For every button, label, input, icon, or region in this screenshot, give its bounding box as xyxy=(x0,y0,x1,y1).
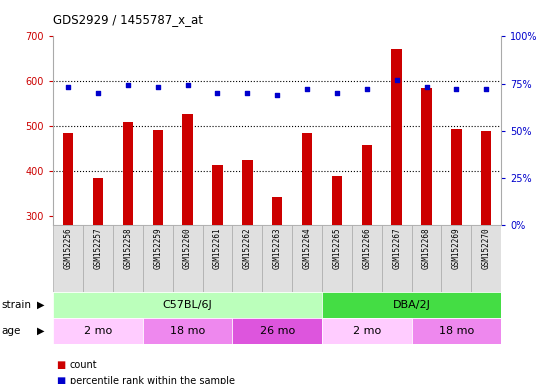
Point xyxy=(452,86,461,92)
Text: GSM152267: GSM152267 xyxy=(392,227,401,269)
Text: GSM152259: GSM152259 xyxy=(153,227,162,269)
Text: strain: strain xyxy=(1,300,31,310)
Text: ▶: ▶ xyxy=(36,326,44,336)
Text: 2 mo: 2 mo xyxy=(353,326,381,336)
Text: 2 mo: 2 mo xyxy=(84,326,112,336)
Bar xyxy=(123,122,133,225)
Bar xyxy=(242,160,253,225)
Bar xyxy=(63,133,73,225)
Text: 18 mo: 18 mo xyxy=(170,326,205,336)
Bar xyxy=(113,225,143,292)
Text: GSM152261: GSM152261 xyxy=(213,227,222,269)
Bar xyxy=(332,176,342,225)
Point xyxy=(333,90,342,96)
Bar xyxy=(262,225,292,292)
Bar xyxy=(143,225,172,292)
Bar xyxy=(391,49,402,225)
Text: GSM152263: GSM152263 xyxy=(273,227,282,269)
Point xyxy=(273,92,282,98)
Point xyxy=(183,82,192,88)
Bar xyxy=(322,318,412,344)
Bar xyxy=(421,88,432,225)
Bar xyxy=(203,225,232,292)
Text: DBA/2J: DBA/2J xyxy=(393,300,431,310)
Text: GSM152262: GSM152262 xyxy=(243,227,252,269)
Bar xyxy=(53,292,322,318)
Text: ▶: ▶ xyxy=(36,300,44,310)
Bar xyxy=(302,133,312,225)
Text: age: age xyxy=(1,326,21,336)
Bar xyxy=(143,318,232,344)
Text: GSM152258: GSM152258 xyxy=(123,227,132,269)
Point xyxy=(362,86,371,92)
Text: ■: ■ xyxy=(56,376,66,384)
Text: GDS2929 / 1455787_x_at: GDS2929 / 1455787_x_at xyxy=(53,13,203,26)
Bar xyxy=(93,178,103,225)
Bar xyxy=(412,225,441,292)
Point xyxy=(123,82,132,88)
Bar xyxy=(292,225,322,292)
Bar xyxy=(362,145,372,225)
Bar xyxy=(83,225,113,292)
Text: GSM152270: GSM152270 xyxy=(482,227,491,269)
Text: GSM152269: GSM152269 xyxy=(452,227,461,269)
Text: 26 mo: 26 mo xyxy=(260,326,295,336)
Bar xyxy=(152,130,163,225)
Point xyxy=(243,90,252,96)
Bar xyxy=(472,225,501,292)
Bar xyxy=(382,225,412,292)
Bar xyxy=(172,225,203,292)
Point xyxy=(302,86,311,92)
Bar xyxy=(322,292,501,318)
Text: C57BL/6J: C57BL/6J xyxy=(163,300,212,310)
Text: GSM152266: GSM152266 xyxy=(362,227,371,269)
Bar xyxy=(183,114,193,225)
Text: 18 mo: 18 mo xyxy=(439,326,474,336)
Text: ■: ■ xyxy=(56,360,66,370)
Point xyxy=(392,77,401,83)
Text: GSM152257: GSM152257 xyxy=(94,227,102,269)
Bar xyxy=(272,197,282,225)
Bar xyxy=(322,225,352,292)
Point xyxy=(64,84,73,90)
Point xyxy=(94,90,102,96)
Bar xyxy=(441,225,472,292)
Bar xyxy=(53,318,143,344)
Bar xyxy=(212,165,223,225)
Bar xyxy=(451,129,461,225)
Point xyxy=(153,84,162,90)
Text: GSM152265: GSM152265 xyxy=(333,227,342,269)
Point xyxy=(213,90,222,96)
Text: count: count xyxy=(70,360,97,370)
Point xyxy=(482,86,491,92)
Bar xyxy=(232,318,322,344)
Bar xyxy=(352,225,382,292)
Text: GSM152264: GSM152264 xyxy=(302,227,311,269)
Bar xyxy=(481,131,492,225)
Text: GSM152268: GSM152268 xyxy=(422,227,431,269)
Text: GSM152256: GSM152256 xyxy=(64,227,73,269)
Text: percentile rank within the sample: percentile rank within the sample xyxy=(70,376,235,384)
Point xyxy=(422,84,431,90)
Bar xyxy=(232,225,262,292)
Bar xyxy=(53,225,83,292)
Bar xyxy=(412,318,501,344)
Text: GSM152260: GSM152260 xyxy=(183,227,192,269)
